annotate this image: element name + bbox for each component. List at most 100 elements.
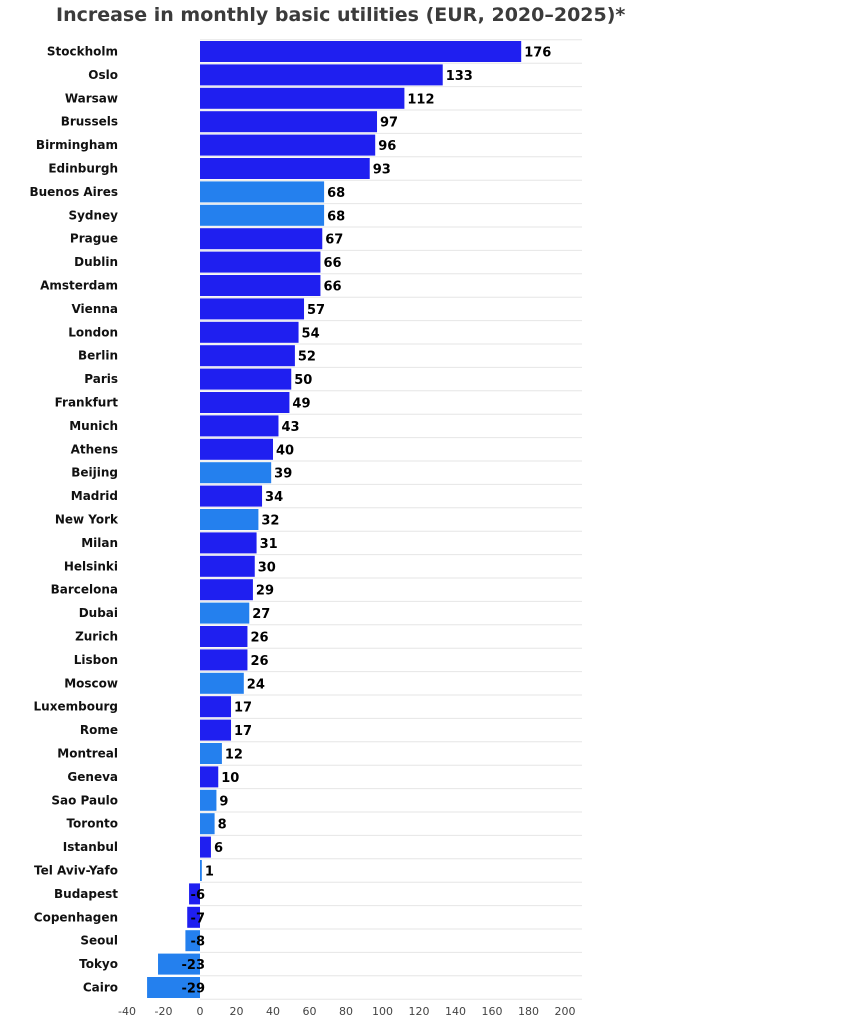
value-label: 112 <box>407 92 434 107</box>
value-label: 66 <box>323 256 341 271</box>
bar <box>200 696 232 718</box>
value-label: 66 <box>323 280 341 295</box>
bar <box>200 415 279 437</box>
value-label: 24 <box>247 677 265 692</box>
value-label: 49 <box>292 397 310 412</box>
bar <box>200 228 323 250</box>
category-label: London <box>68 325 118 339</box>
x-tick-label: 0 <box>197 1005 204 1018</box>
category-label: Lisbon <box>74 653 118 667</box>
bar <box>200 87 405 109</box>
value-label: 32 <box>261 514 279 529</box>
category-label: Oslo <box>88 68 118 82</box>
bar <box>200 181 325 203</box>
category-label: Seoul <box>80 934 118 948</box>
value-label: 52 <box>298 350 316 365</box>
category-label: Berlin <box>78 349 118 363</box>
bar <box>200 204 325 226</box>
bar <box>200 555 255 577</box>
bar <box>200 719 232 741</box>
bar <box>200 509 259 530</box>
bar <box>200 579 253 601</box>
category-label: Madrid <box>71 489 118 503</box>
value-label: 34 <box>265 490 283 505</box>
bar <box>200 158 370 179</box>
value-label: 93 <box>373 163 391 178</box>
category-label: Warsaw <box>65 91 118 105</box>
bar <box>200 251 321 273</box>
category-label: Geneva <box>67 770 118 784</box>
value-label: 50 <box>294 373 312 388</box>
value-label: 26 <box>250 654 268 669</box>
bar <box>147 977 200 998</box>
value-label: 133 <box>446 69 473 84</box>
value-label: 8 <box>218 818 227 833</box>
category-label: Frankfurt <box>55 396 119 410</box>
category-label: Sydney <box>68 208 118 222</box>
value-label: -8 <box>191 935 205 950</box>
bar <box>200 672 244 694</box>
category-label: Moscow <box>64 676 118 690</box>
category-label: Buenos Aires <box>29 185 118 199</box>
category-labels: Stockholm Oslo Warsaw Brussels Birmingham Edi… <box>29 45 119 995</box>
category-label: Zurich <box>75 630 118 644</box>
bar <box>200 275 321 296</box>
bar <box>200 134 376 156</box>
x-axis-ticks: -40 -20 0 20 40 60 80 100 120 140 160 180 200 <box>118 1005 575 1018</box>
value-label: 26 <box>250 631 268 646</box>
value-label: -6 <box>191 888 205 903</box>
category-label: Edinburgh <box>48 162 118 176</box>
category-label: Tel Aviv-Yafo <box>34 864 118 878</box>
category-label: New York <box>55 513 119 527</box>
x-tick-label: 120 <box>409 1005 430 1018</box>
value-label: 17 <box>234 701 252 716</box>
category-label: Prague <box>70 232 118 246</box>
bar <box>200 766 219 788</box>
bar <box>200 41 522 62</box>
value-label: 9 <box>219 794 228 809</box>
category-label: Amsterdam <box>40 279 118 293</box>
value-label: 68 <box>327 186 345 201</box>
value-labels: 1761331129796936868676666575452504943403… <box>182 46 552 997</box>
bar <box>200 345 295 367</box>
category-label: Dublin <box>74 255 118 269</box>
value-label: 1 <box>205 865 214 880</box>
value-label: 96 <box>378 139 396 154</box>
x-tick-label: 20 <box>230 1005 244 1018</box>
category-label: Toronto <box>66 817 118 831</box>
bar <box>200 743 222 764</box>
bar <box>158 953 200 975</box>
x-tick-label: 60 <box>303 1005 317 1018</box>
bar <box>200 836 211 858</box>
category-label: Munich <box>69 419 118 433</box>
category-label: Rome <box>80 723 118 737</box>
bar <box>187 906 200 928</box>
category-label: Copenhagen <box>34 910 118 924</box>
bar <box>200 485 263 507</box>
value-label: 67 <box>325 233 343 248</box>
bar <box>185 930 200 952</box>
bar <box>200 298 305 320</box>
bar <box>200 789 217 811</box>
x-tick-label: 40 <box>266 1005 280 1018</box>
value-label: 30 <box>258 560 276 575</box>
bar <box>200 813 215 835</box>
category-label: Beijing <box>71 466 118 480</box>
gridlines <box>200 39 582 1000</box>
x-tick-label: 160 <box>482 1005 503 1018</box>
category-label: Stockholm <box>47 45 118 59</box>
x-tick-label: -40 <box>118 1005 136 1018</box>
bar <box>189 883 200 905</box>
value-label: 12 <box>225 748 243 763</box>
value-label: 29 <box>256 584 274 599</box>
bar <box>200 860 202 881</box>
bar <box>200 462 272 484</box>
x-tick-label: 80 <box>339 1005 353 1018</box>
category-label: Cairo <box>83 981 118 995</box>
category-label: Athens <box>71 442 118 456</box>
x-tick-label: 200 <box>555 1005 576 1018</box>
bar <box>200 649 248 671</box>
value-label: 57 <box>307 303 325 318</box>
category-label: Sao Paulo <box>51 793 118 807</box>
value-label: 31 <box>260 537 278 552</box>
